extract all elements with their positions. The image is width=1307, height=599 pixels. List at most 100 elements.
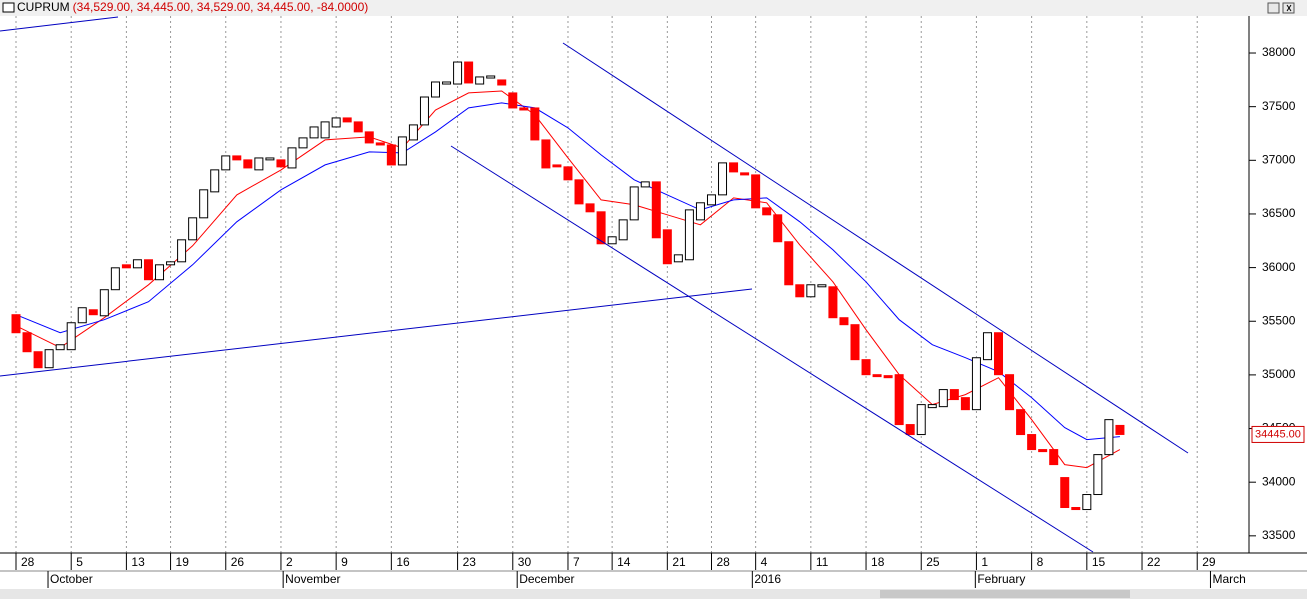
candle-up — [132, 259, 142, 269]
candle-up — [706, 194, 716, 206]
candle-down — [563, 166, 573, 181]
candle-up — [806, 284, 816, 298]
candle-down — [894, 374, 904, 426]
axes: 28 5 13 19 26 2 9 16 23 30 7 14 21 28 4 11 18 25 1 8 15 22 29O… — [15, 45, 1305, 588]
x-tick-label: 28 — [716, 555, 730, 569]
candle-down — [949, 389, 959, 401]
candle-down — [839, 317, 849, 326]
candle-up — [453, 61, 463, 85]
trendline — [0, 288, 753, 377]
candle-down — [762, 207, 772, 216]
candle-up — [629, 186, 639, 221]
candle-up — [177, 239, 187, 263]
candle-up — [188, 217, 198, 241]
candle-up — [221, 155, 231, 171]
candle-up — [265, 157, 275, 161]
close-icon — [1286, 4, 1292, 12]
plot-area — [11, 16, 1198, 553]
candle-up — [938, 389, 948, 408]
candle-up — [55, 344, 65, 351]
candle-down — [121, 264, 131, 269]
candle-down — [276, 159, 286, 168]
candle-down — [828, 286, 838, 319]
candle-down — [386, 144, 396, 166]
candle-down — [1115, 424, 1125, 435]
header-bar — [0, 0, 1307, 16]
y-tick-label: 34000 — [1262, 474, 1296, 488]
candle-up — [618, 219, 628, 241]
candle-up — [66, 322, 76, 351]
month-label: November — [285, 572, 340, 586]
x-tick-label: 5 — [76, 555, 83, 569]
scrollbar[interactable] — [0, 589, 1307, 599]
candle-up — [309, 126, 319, 139]
moving-average — [15, 102, 1120, 441]
candle-down — [872, 374, 882, 378]
candle-up — [916, 404, 926, 436]
candle-down — [552, 164, 562, 168]
x-tick-label: 30 — [518, 555, 532, 569]
candle-down — [519, 107, 529, 111]
candle-down — [88, 309, 98, 316]
candle-down — [1038, 449, 1048, 453]
candle-down — [784, 241, 794, 286]
candle-down — [883, 375, 893, 379]
x-tick-label: 28 — [21, 555, 35, 569]
trendline — [0, 16, 119, 32]
restore-button[interactable] — [1267, 2, 1280, 14]
candle-down — [541, 139, 551, 169]
candle-down — [596, 211, 606, 245]
candle-up — [442, 81, 452, 85]
candle-down — [751, 174, 761, 209]
candle-up — [673, 254, 683, 263]
y-tick-label: 33500 — [1262, 528, 1296, 542]
candle-down — [960, 397, 970, 411]
x-tick-label: 4 — [761, 555, 768, 569]
candle-down — [795, 284, 805, 298]
candle-down — [651, 181, 661, 239]
x-tick-label: 16 — [396, 555, 410, 569]
candle-down — [508, 92, 518, 109]
candle-down — [729, 162, 739, 173]
candle-down — [232, 155, 242, 161]
candle-down — [1005, 374, 1015, 411]
candle-up — [44, 349, 54, 369]
chart-title: CUPRUM — [17, 0, 70, 14]
candle-down — [1027, 434, 1037, 451]
candle-up — [982, 332, 992, 361]
month-label: 2016 — [754, 572, 781, 586]
last-value-box — [1251, 425, 1305, 443]
candle-up — [77, 307, 87, 324]
x-tick-label: 21 — [672, 555, 686, 569]
header-icon — [2, 2, 15, 13]
candle-down — [662, 229, 672, 265]
chart-subtitle: (34,529.00, 34,445.00, 34,529.00, 34,445… — [73, 0, 369, 14]
y-tick-label: 35000 — [1262, 367, 1296, 381]
y-tick-label: 36000 — [1262, 260, 1296, 274]
x-tick-label: 25 — [926, 555, 940, 569]
y-tick-label: 37000 — [1262, 152, 1296, 166]
candle-down — [33, 351, 43, 369]
y-tick-label: 36500 — [1262, 206, 1296, 220]
candle-down — [861, 359, 871, 376]
candle-up — [684, 209, 694, 261]
x-tick-label: 13 — [131, 555, 145, 569]
candle-down — [1049, 449, 1059, 466]
candle-up — [971, 357, 981, 411]
x-tick-label: 18 — [871, 555, 885, 569]
candle-up — [254, 157, 264, 171]
trendline — [450, 145, 1094, 553]
candle-up — [419, 96, 429, 126]
candle-down — [740, 172, 750, 176]
x-tick-label: 14 — [617, 555, 631, 569]
candle-up — [397, 136, 407, 166]
candle-up — [298, 137, 308, 149]
x-tick-label: 23 — [463, 555, 477, 569]
scrollbar-thumb[interactable] — [880, 590, 1130, 598]
candle-down — [850, 324, 860, 361]
candle-up — [431, 81, 441, 98]
candle-up — [475, 76, 485, 85]
trendline — [562, 42, 1189, 454]
candle-down — [375, 142, 385, 146]
